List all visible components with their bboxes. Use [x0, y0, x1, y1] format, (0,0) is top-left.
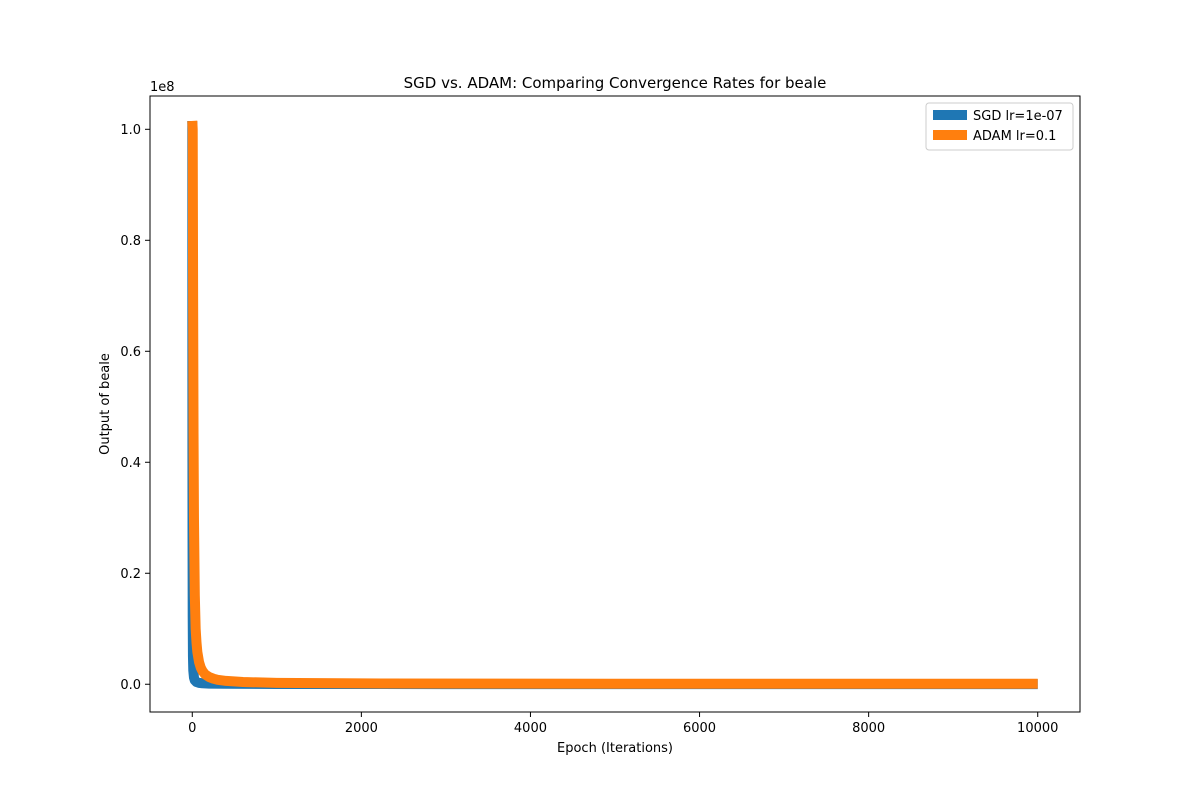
x-axis: 0 2000 4000 6000 8000 10000: [188, 712, 1058, 736]
y-tick-label: 0.6: [120, 345, 141, 360]
legend-label-adam: ADAM lr=0.1: [973, 129, 1056, 144]
legend: SGD lr=1e-07 ADAM lr=0.1: [925, 102, 1074, 151]
x-tick-label: 6000: [683, 721, 716, 736]
y-tick-label: 0.2: [120, 567, 141, 582]
y-tick-label: 0.8: [120, 234, 141, 249]
legend-swatch-sgd: [933, 110, 967, 120]
y-tick-label: 0.0: [120, 678, 141, 693]
x-axis-label: Epoch (Iterations): [557, 741, 673, 756]
x-tick-label: 2000: [345, 721, 378, 736]
x-tick-label: 8000: [852, 721, 885, 736]
y-scale-offset-label: 1e8: [150, 80, 175, 95]
legend-swatch-adam: [933, 130, 967, 140]
y-axis-label: Output of beale: [98, 353, 113, 455]
legend-label-sgd: SGD lr=1e-07: [973, 109, 1063, 124]
chart-title: SGD vs. ADAM: Comparing Convergence Rate…: [404, 74, 827, 92]
y-tick-label: 0.4: [120, 456, 141, 471]
y-axis: 0.0 0.2 0.4 0.6 0.8 1.0: [120, 123, 150, 693]
x-tick-label: 0: [188, 721, 196, 736]
x-tick-label: 4000: [514, 721, 547, 736]
plot-frame: [149, 95, 1081, 713]
y-tick-label: 1.0: [120, 123, 141, 138]
adam-series-line: [187, 118, 1038, 689]
series-layer: [187, 118, 1038, 690]
x-tick-label: 10000: [1017, 721, 1058, 736]
